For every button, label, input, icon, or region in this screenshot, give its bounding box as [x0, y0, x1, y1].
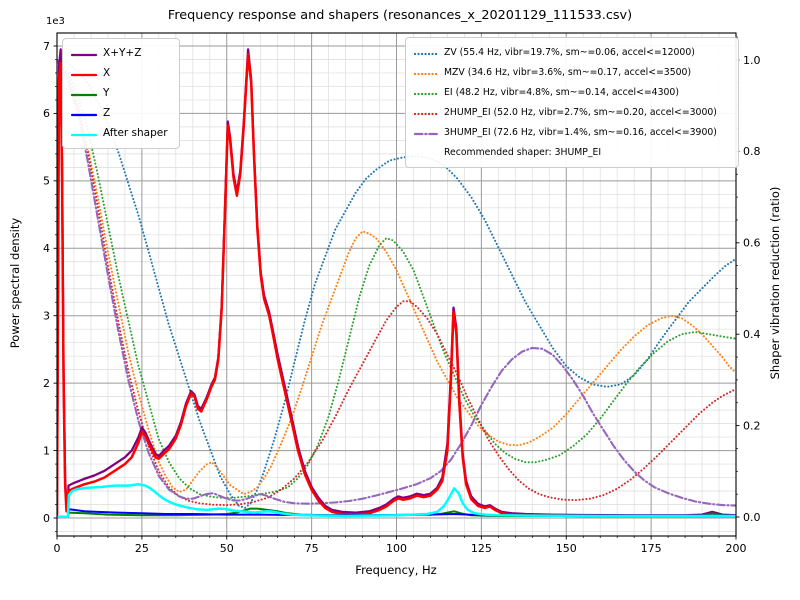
- legend-swatch-empty: [414, 143, 444, 162]
- x-tick-label: 200: [726, 542, 747, 555]
- series-MZV: [57, 59, 736, 496]
- legend-item-label: MZV (34.6 Hz, vibr=3.6%, sm~=0.17, accel…: [444, 66, 692, 78]
- y-right-tick-label: 0.2: [743, 419, 761, 432]
- y-left-axis-label: Power spectral density: [8, 217, 22, 349]
- legend-swatch: [70, 124, 103, 143]
- series-2HUMP-EI: [57, 59, 736, 507]
- legend-swatch: [413, 63, 444, 82]
- legend-swatch-line: [70, 53, 98, 57]
- y-right-tick-label: 0.4: [743, 328, 761, 341]
- legend-item-label: 3HUMP_EI (72.6 Hz, vibr=1.4%, sm~=0.16, …: [444, 126, 717, 138]
- legend-swatch-line: [413, 72, 441, 76]
- legend-swatch-line: [70, 133, 98, 137]
- x-tick-label: 175: [641, 542, 662, 555]
- y-left-tick-label: 3: [43, 310, 50, 323]
- legend-swatch-line: [413, 132, 441, 136]
- series-ZV: [57, 59, 736, 509]
- legend-entry: X: [70, 64, 171, 83]
- legend-swatch: [413, 123, 444, 142]
- legend-swatch: [70, 104, 103, 123]
- legend-item-label: Y: [103, 86, 110, 99]
- x-tick-label: 75: [305, 542, 319, 555]
- legend-entry: Recommended shaper: 3HUMP_EI: [414, 143, 730, 162]
- legend-swatch-line: [414, 150, 440, 158]
- legend-swatch: [413, 83, 444, 102]
- y-right-tick-label: 0.8: [743, 145, 761, 158]
- x-axis-label: Frequency, Hz: [355, 563, 437, 577]
- x-tick-label: 125: [471, 542, 492, 555]
- legend-item-label: 2HUMP_EI (52.0 Hz, vibr=2.7%, sm~=0.20, …: [444, 106, 717, 118]
- y-left-tick-label: 1: [43, 444, 50, 457]
- y-left-tick-label: 5: [43, 175, 50, 188]
- x-tick-label: 0: [54, 542, 61, 555]
- legend-swatch: [413, 43, 444, 62]
- legend-item-label: Z: [103, 106, 111, 119]
- legend-item-label: EI (48.2 Hz, vibr=4.8%, sm~=0.14, accel<…: [444, 86, 679, 98]
- y-left-tick-label: 0: [43, 512, 50, 525]
- y-left-tick-label: 4: [43, 242, 50, 255]
- legend-swatch: [70, 84, 103, 103]
- y-left-tick-label: 7: [43, 40, 50, 53]
- series-After-shaper: [57, 483, 736, 518]
- legend-swatch-line: [70, 73, 98, 77]
- legend-entry: Z: [70, 104, 171, 123]
- series-X: [57, 52, 736, 518]
- legend-swatch-line: [70, 113, 98, 117]
- legend-item-label: X+Y+Z: [103, 46, 142, 59]
- y-left-tick-label: 6: [43, 107, 50, 120]
- legend-item-label: Recommended shaper: 3HUMP_EI: [444, 146, 602, 158]
- legend-swatch-line: [413, 92, 441, 96]
- legend-item-label: X: [103, 66, 111, 79]
- legend-swatch: [70, 64, 103, 83]
- legend-entry: EI (48.2 Hz, vibr=4.8%, sm~=0.14, accel<…: [413, 83, 730, 102]
- series-Z: [57, 508, 736, 518]
- legend-entry: MZV (34.6 Hz, vibr=3.6%, sm~=0.17, accel…: [413, 63, 730, 82]
- x-tick-label: 50: [220, 542, 234, 555]
- y-left-tick-label: 2: [43, 377, 50, 390]
- y-right-tick-label: 0.6: [743, 237, 761, 250]
- legend-swatch-line: [413, 112, 441, 116]
- y-right-tick-label: 1.0: [743, 54, 761, 67]
- y-axis-offset-text: 1e3: [46, 16, 65, 27]
- legend-entry: ZV (55.4 Hz, vibr=19.7%, sm~=0.06, accel…: [413, 43, 730, 62]
- x-tick-label: 100: [386, 542, 407, 555]
- legend-shapers: ZV (55.4 Hz, vibr=19.7%, sm~=0.06, accel…: [405, 37, 739, 168]
- legend-item-label: After shaper: [103, 126, 168, 139]
- legend-psd: X+Y+Z X Y Z After shaper: [62, 38, 180, 149]
- legend-entry: X+Y+Z: [70, 44, 171, 63]
- legend-swatch: [70, 44, 103, 63]
- legend-entry: Y: [70, 84, 171, 103]
- chart-title: Frequency response and shapers (resonanc…: [167, 8, 633, 23]
- y-right-tick-label: 0.0: [743, 511, 761, 524]
- legend-swatch-line: [413, 52, 441, 56]
- legend-entry: After shaper: [70, 124, 171, 143]
- legend-swatch: [413, 103, 444, 122]
- legend-item-label: ZV (55.4 Hz, vibr=19.7%, sm~=0.06, accel…: [444, 46, 695, 58]
- x-tick-label: 150: [556, 542, 577, 555]
- legend-entry: 3HUMP_EI (72.6 Hz, vibr=1.4%, sm~=0.16, …: [413, 123, 730, 142]
- x-tick-label: 25: [135, 542, 149, 555]
- legend-entry: 2HUMP_EI (52.0 Hz, vibr=2.7%, sm~=0.20, …: [413, 103, 730, 122]
- legend-swatch-line: [70, 93, 98, 97]
- y-right-axis-label: Shaper vibration reduction (ratio): [768, 186, 782, 380]
- series-3HUMP-EI: [57, 58, 736, 507]
